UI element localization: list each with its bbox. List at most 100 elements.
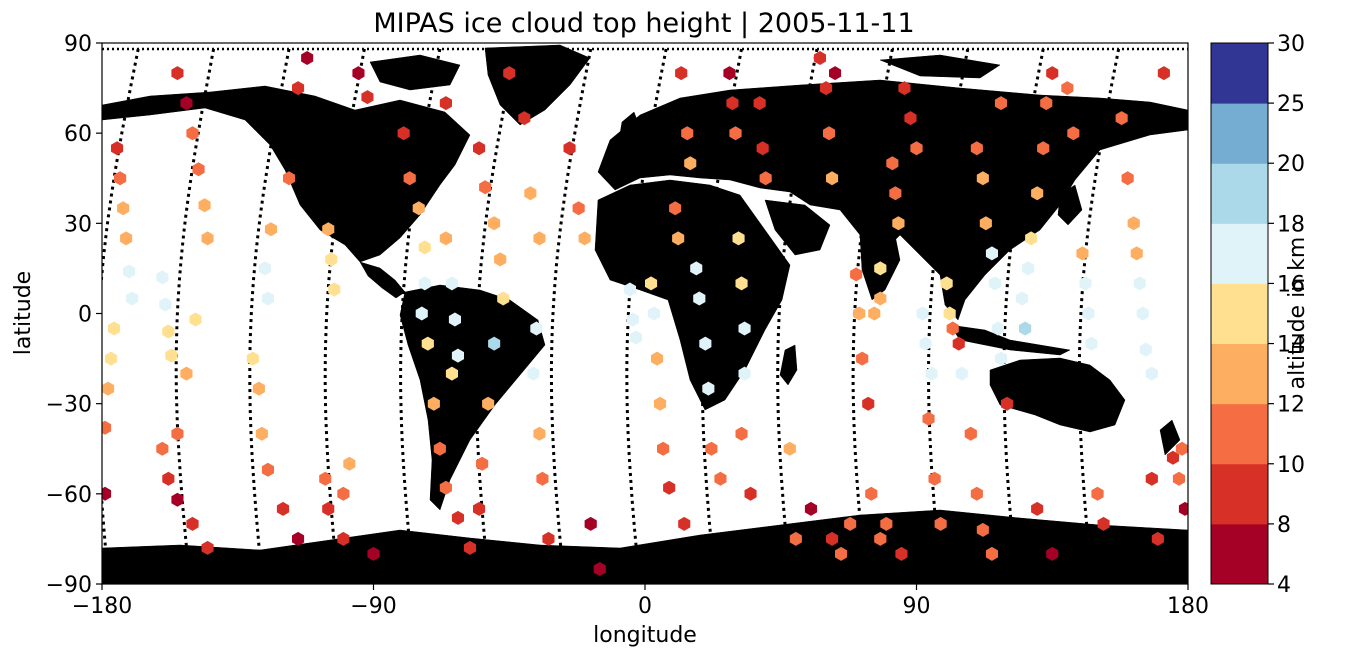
colorbar-tick-label: 10 <box>1277 453 1305 478</box>
cloud-observation-point <box>536 471 549 486</box>
cloud-observation-point <box>723 66 736 81</box>
cloud-observation-point <box>533 231 546 246</box>
cloud-observation-point <box>979 216 992 231</box>
cloud-observation-point <box>105 351 118 366</box>
colorbar-tick-label: 4 <box>1277 573 1291 598</box>
cloud-observation-point <box>427 396 440 411</box>
cloud-observation-point <box>648 306 661 321</box>
colorbar-tick-label: 20 <box>1277 152 1305 177</box>
cloud-observation-point <box>451 510 464 525</box>
cloud-observation-point <box>171 426 184 441</box>
cloud-observation-point <box>283 171 296 186</box>
cloud-observation-point <box>418 276 431 291</box>
cloud-observation-point <box>886 156 899 171</box>
cloud-observation-point <box>186 126 199 141</box>
cloud-observation-point <box>985 546 998 561</box>
cloud-observation-point <box>527 366 540 381</box>
cloud-observation-point <box>1085 336 1098 351</box>
cloud-observation-point <box>201 231 214 246</box>
orbit-track <box>399 48 442 579</box>
orbit-track <box>625 48 668 579</box>
cloud-observation-point <box>1022 261 1035 276</box>
cloud-observation-point <box>325 252 338 267</box>
cloud-observation-point <box>804 501 817 516</box>
cloud-observation-point <box>439 480 452 495</box>
cloud-observation-point <box>464 540 477 555</box>
colorbar-segment <box>1211 223 1268 284</box>
orbit-tracks <box>102 47 1188 579</box>
cloud-observation-point <box>397 126 410 141</box>
cloud-observation-point <box>657 441 670 456</box>
cloud-observation-point <box>1136 306 1149 321</box>
y-axis: −90 −60 −30 0 30 60 90 <box>46 32 102 598</box>
cloud-observation-point <box>433 441 446 456</box>
cloud-observation-point <box>925 366 938 381</box>
cloud-observation-point <box>844 516 857 531</box>
cloud-observation-point <box>180 366 193 381</box>
cloud-observation-point <box>162 471 175 486</box>
cloud-observation-point <box>180 96 193 111</box>
cloud-observation-point <box>1172 471 1185 486</box>
cloud-observation-point <box>850 267 863 282</box>
cloud-observation-point <box>1031 186 1044 201</box>
cloud-observation-point <box>874 531 887 546</box>
cloud-observation-point <box>970 141 983 156</box>
colorbar-segment <box>1211 463 1268 525</box>
cloud-observation-point <box>826 531 839 546</box>
cloud-observation-point <box>1031 501 1044 516</box>
y-tick-label: −60 <box>46 483 92 508</box>
cloud-observation-point <box>494 252 507 267</box>
cloud-observation-point <box>895 546 908 561</box>
y-tick-label: 90 <box>64 32 92 57</box>
cloud-observation-point <box>518 111 531 126</box>
cloud-observation-point <box>337 531 350 546</box>
cloud-observation-point <box>1115 111 1128 126</box>
orbit-track <box>323 48 366 579</box>
land-madagascar <box>779 344 798 386</box>
cloud-observation-point <box>835 546 848 561</box>
cloud-observation-point <box>690 261 703 276</box>
cloud-observation-point <box>819 81 833 96</box>
cloud-observation-point <box>651 351 664 366</box>
x-tick-label: 180 <box>1167 594 1209 619</box>
cloud-observation-point <box>261 291 274 306</box>
cloud-observation-point <box>759 171 772 186</box>
cloud-observation-point <box>952 336 965 351</box>
cloud-observation-point <box>955 366 968 381</box>
cloud-observation-point <box>162 324 175 339</box>
cloud-observation-point <box>114 171 127 186</box>
colorbar-frame <box>1210 42 1269 585</box>
cloud-observation-point <box>120 231 133 246</box>
cloud-observation-point <box>412 201 425 216</box>
cloud-observation-point <box>1139 342 1152 357</box>
cloud-observation-point <box>1046 66 1059 81</box>
cloud-observation-point <box>976 522 989 537</box>
land-central-america <box>359 261 406 299</box>
cloud-observation-point <box>629 330 642 345</box>
cloud-observation-point <box>246 351 259 366</box>
cloud-observation-point <box>738 366 751 381</box>
cloud-observation-point <box>352 66 365 81</box>
orbit-track <box>248 48 291 579</box>
cloud-observation-point <box>111 141 124 156</box>
cloud-observation-point <box>102 381 115 396</box>
colorbar-segment <box>1211 343 1268 405</box>
colorbar-segment <box>1211 283 1268 345</box>
cloud-observation-point <box>482 396 495 411</box>
cloud-observation-point <box>276 501 290 516</box>
orbit-track <box>1002 48 1045 579</box>
cloud-observation-point <box>1025 231 1038 246</box>
cloud-observation-point <box>572 201 585 216</box>
cloud-observation-point <box>928 471 941 486</box>
cloud-observation-point <box>1076 246 1089 261</box>
y-tick-label: −90 <box>46 573 92 598</box>
cloud-observation-point <box>261 462 274 477</box>
colorbar-segment <box>1211 523 1268 585</box>
cloud-observation-point <box>1133 276 1146 291</box>
cloud-observation-point <box>1178 501 1188 516</box>
cloud-observation-point <box>898 81 911 96</box>
cloud-observation-point <box>1079 276 1092 291</box>
cloud-observation-point <box>1175 441 1188 456</box>
cloud-observation-point <box>672 231 685 246</box>
cloud-observation-point <box>189 312 202 327</box>
